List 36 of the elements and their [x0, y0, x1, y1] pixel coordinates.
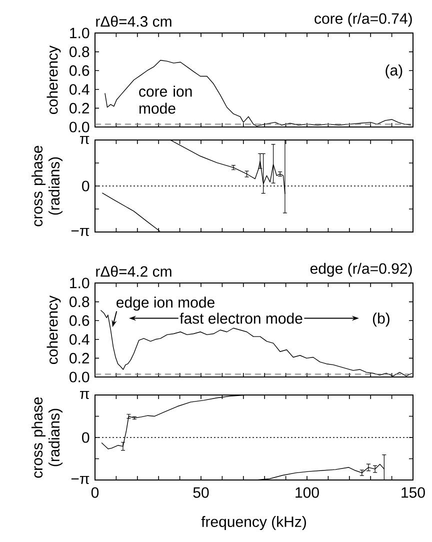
annotation: (a)	[386, 64, 402, 79]
y-tick-label: 0.0	[70, 372, 90, 382]
x-tick-label: 150	[402, 487, 425, 498]
annotation: edge ion mode	[116, 296, 214, 311]
y-tick-label: 0.6	[70, 65, 90, 76]
y-axis-title: coherency	[46, 295, 61, 364]
y-tick-label: 1.0	[70, 278, 90, 288]
y-tick-label: π	[80, 136, 90, 144]
y-tick-label: 0	[82, 432, 90, 443]
chart-subtitle: edge (r/a=0.92)	[310, 262, 412, 277]
y-axis-title: coherency	[46, 45, 61, 114]
annotation: fast electron mode	[180, 312, 302, 324]
y-tick-label: 0.0	[70, 122, 90, 132]
x-tick-label: 0	[91, 487, 99, 498]
y-tick-label: 1.0	[70, 28, 90, 38]
y-axis-title: cross phase (radians)	[32, 397, 62, 478]
y-tick-label: π	[80, 390, 90, 400]
annotation: (b)	[372, 312, 390, 327]
chart-subtitle: core (r/a=0.74)	[314, 12, 412, 27]
y-tick-label: −π	[71, 228, 90, 236]
chart-title: rΔθ=4.3 cm	[96, 16, 172, 27]
y-tick-label: 0.6	[70, 315, 90, 326]
y-tick-label: 0.4	[70, 84, 90, 95]
y-tick-label: 0	[82, 180, 90, 192]
x-tick-label: 50	[193, 487, 209, 498]
x-tick-label: 100	[296, 487, 319, 498]
annotation: core ion mode	[139, 86, 192, 114]
y-tick-label: −π	[71, 476, 90, 484]
y-tick-label: 0.2	[70, 352, 90, 364]
y-tick-label: 0.8	[70, 46, 90, 58]
y-axis-title: cross phase (radians)	[32, 146, 62, 226]
y-tick-label: 0.8	[70, 296, 90, 308]
x-axis-title: frequency (kHz)	[201, 516, 306, 530]
y-tick-label: 0.2	[70, 102, 90, 114]
y-tick-label: 0.4	[70, 334, 90, 345]
chart-title: rΔθ=4.2 cm	[96, 266, 172, 277]
